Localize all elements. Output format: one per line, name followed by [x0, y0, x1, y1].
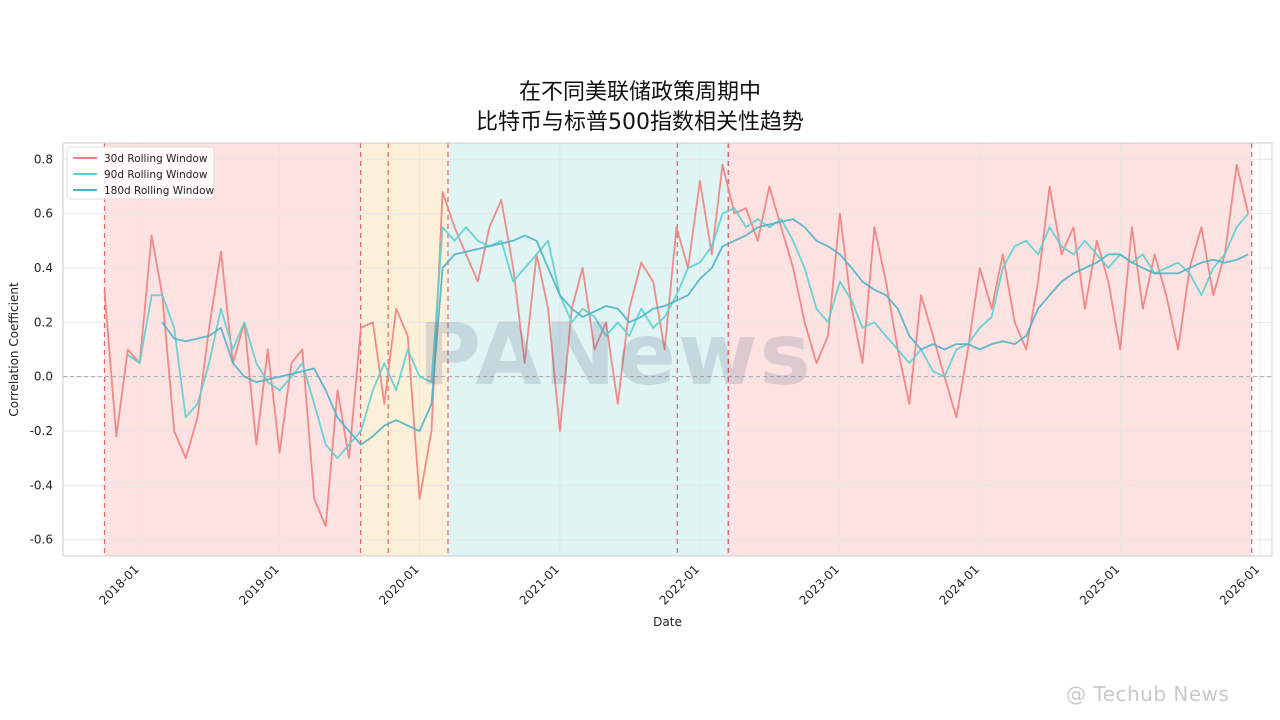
x-axis-label: Date — [653, 615, 682, 629]
techub-news-watermark: @ Techub News — [1066, 682, 1230, 706]
x-tick-label: 2018-01 — [96, 562, 141, 607]
y-axis-label: Correlation Coefficient — [7, 282, 21, 417]
regime-band-3 — [728, 143, 1252, 556]
legend-label-1: 90d Rolling Window — [104, 169, 208, 181]
panews-watermark-logo: PANews — [418, 305, 813, 405]
y-tick-label: 0.0 — [34, 370, 53, 384]
x-tick-label: 2023-01 — [797, 562, 842, 607]
legend-label-2: 180d Rolling Window — [104, 185, 215, 197]
regime-band-2 — [447, 143, 729, 556]
x-tick-label: 2020-01 — [376, 562, 421, 607]
y-tick-label: -0.6 — [30, 533, 53, 547]
series-line-1 — [127, 207, 1249, 460]
x-tick-label: 2019-01 — [236, 562, 281, 607]
legend: 30d Rolling Window 90d Rolling Window 180d… — [66, 146, 215, 200]
chart-title-line-1: 在不同美联储政策周期中 — [518, 80, 761, 105]
x-tick-label: 2025-01 — [1077, 562, 1122, 607]
plot-frame — [62, 142, 1273, 557]
series-line-2 — [161, 218, 1249, 446]
y-tick-label: -0.2 — [30, 424, 53, 438]
x-tick-label: 2024-01 — [937, 562, 982, 607]
y-tick-label: 0.2 — [34, 315, 53, 329]
x-tick-label: 2026-01 — [1217, 562, 1262, 607]
y-tick-label: -0.4 — [30, 478, 53, 492]
legend-box — [66, 146, 215, 200]
y-tick-label: 0.4 — [34, 261, 53, 275]
y-tick-label: 0.6 — [34, 207, 53, 221]
y-tick-label: 0.8 — [34, 152, 53, 166]
legend-label-0: 30d Rolling Window — [104, 153, 208, 165]
series-line-0 — [103, 163, 1250, 527]
x-tick-label: 2021-01 — [517, 562, 562, 607]
x-tick-label: 2022-01 — [657, 562, 702, 607]
chart-title-line-2: 比特币与标普500指数相关性趋势 — [476, 110, 804, 135]
